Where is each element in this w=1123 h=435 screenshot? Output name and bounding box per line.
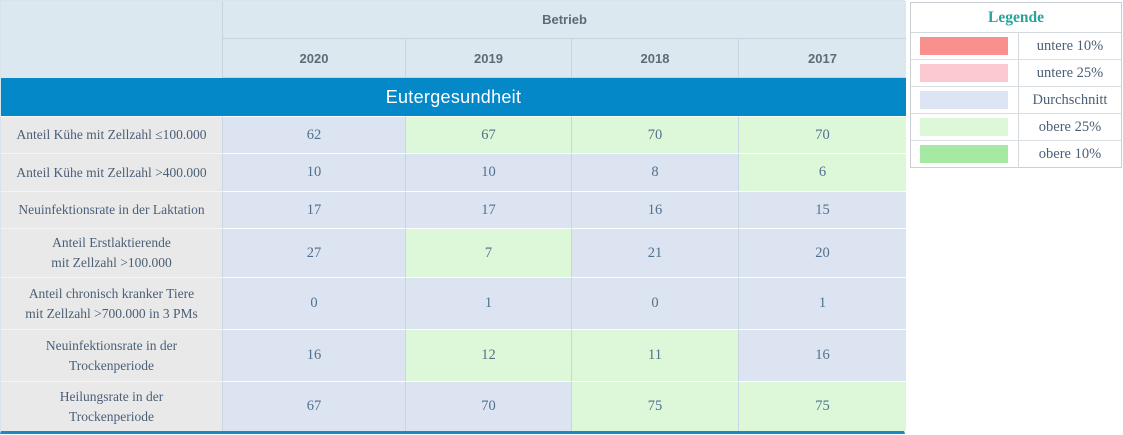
value-cell: 70 xyxy=(738,116,906,153)
legend-label: untere 25% xyxy=(1036,64,1104,81)
legend-label: obere 10% xyxy=(1038,145,1102,162)
corner-header-cell xyxy=(1,1,222,78)
legend-swatch-cell xyxy=(911,60,1019,86)
legend-swatch-cell xyxy=(911,87,1019,113)
row-label: Anteil Kühe mit Zellzahl >400.000 xyxy=(1,153,222,191)
value-cell: 70 xyxy=(405,381,571,431)
value-cell: 8 xyxy=(571,153,738,191)
legend-item: untere 25% xyxy=(911,60,1121,87)
year-header-2019: 2019 xyxy=(405,39,571,78)
legend-title: Legende xyxy=(911,3,1121,33)
value-cell: 62 xyxy=(222,116,405,153)
value-cell: 7 xyxy=(405,228,571,277)
value-cell: 16 xyxy=(738,329,906,381)
value-cell: 0 xyxy=(222,277,405,329)
value-cell: 17 xyxy=(405,191,571,228)
row-label: Anteil Kühe mit Zellzahl ≤100.000 xyxy=(1,116,222,153)
legend-swatch-cell xyxy=(911,33,1019,59)
value-cell: 6 xyxy=(738,153,906,191)
legend-item: Durchschnitt xyxy=(911,87,1121,114)
value-cell: 21 xyxy=(571,228,738,277)
year-header-2018: 2018 xyxy=(571,39,738,78)
legend: Legende untere 10% untere 25% Durchschni… xyxy=(910,2,1122,168)
legend-item: obere 25% xyxy=(911,114,1121,141)
legend-swatch-cell xyxy=(911,141,1019,167)
value-cell: 70 xyxy=(571,116,738,153)
health-report-table: Betrieb 2020 2019 2018 2017 Eutergesundh… xyxy=(0,0,906,434)
legend-label: untere 10% xyxy=(1036,37,1104,54)
legend-swatch-obere-10 xyxy=(920,145,1008,163)
value-cell: 1 xyxy=(405,277,571,329)
value-cell: 17 xyxy=(222,191,405,228)
value-cell: 1 xyxy=(738,277,906,329)
value-cell: 75 xyxy=(571,381,738,431)
value-cell: 12 xyxy=(405,329,571,381)
column-group-header: Betrieb xyxy=(222,1,906,39)
value-cell: 11 xyxy=(571,329,738,381)
row-label: Anteil Erstlaktierende mit Zellzahl >100… xyxy=(1,228,222,277)
year-header-2020: 2020 xyxy=(222,39,405,78)
value-cell: 67 xyxy=(405,116,571,153)
value-cell: 16 xyxy=(222,329,405,381)
value-cell: 0 xyxy=(571,277,738,329)
value-cell: 16 xyxy=(571,191,738,228)
value-cell: 10 xyxy=(405,153,571,191)
row-label: Anteil chronisch kranker Tiere mit Zellz… xyxy=(1,277,222,329)
legend-swatch-obere-25 xyxy=(920,118,1008,136)
value-cell: 15 xyxy=(738,191,906,228)
value-cell: 67 xyxy=(222,381,405,431)
year-header-2017: 2017 xyxy=(738,39,906,78)
legend-swatch-untere-10 xyxy=(920,37,1008,55)
legend-item: untere 10% xyxy=(911,33,1121,60)
value-cell: 27 xyxy=(222,228,405,277)
legend-swatch-untere-25 xyxy=(920,64,1008,82)
value-cell: 20 xyxy=(738,228,906,277)
row-label: Neuinfektionsrate in der Trockenperiode xyxy=(1,329,222,381)
row-label: Heilungsrate in der Trockenperiode xyxy=(1,381,222,431)
legend-swatch-durchschnitt xyxy=(920,91,1008,109)
value-cell: 75 xyxy=(738,381,906,431)
section-header-eutergesundheit: Eutergesundheit xyxy=(1,78,906,116)
legend-item: obere 10% xyxy=(911,141,1121,167)
legend-label: Durchschnitt xyxy=(1032,91,1108,108)
value-cell: 10 xyxy=(222,153,405,191)
row-label: Neuinfektionsrate in der Laktation xyxy=(1,191,222,228)
legend-swatch-cell xyxy=(911,114,1019,140)
legend-label: obere 25% xyxy=(1038,118,1102,135)
